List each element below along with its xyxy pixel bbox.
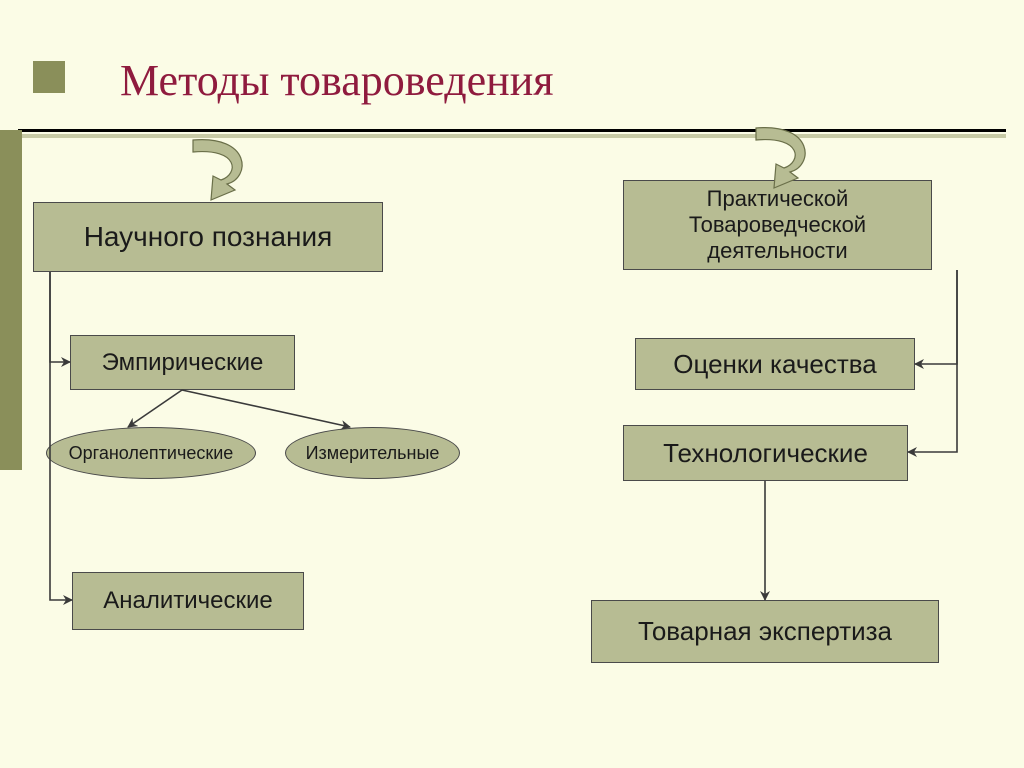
- node-label: ПрактическойТовароведческойдеятельности: [689, 186, 866, 264]
- node-organoleptic: Органолептические: [46, 427, 256, 479]
- node-label: Научного познания: [84, 221, 333, 253]
- node-label: Эмпирические: [102, 349, 264, 377]
- node-technological: Технологические: [623, 425, 908, 481]
- node-label: Товарная экспертиза: [638, 616, 892, 647]
- left-accent-bar: [0, 130, 22, 470]
- node-quality-assessment: Оценки качества: [635, 338, 915, 390]
- node-measurement: Измерительные: [285, 427, 460, 479]
- node-label: Аналитические: [103, 587, 273, 615]
- divider-main: [18, 129, 1006, 132]
- node-label: Органолептические: [69, 443, 234, 464]
- node-practical-activity: ПрактическойТовароведческойдеятельности: [623, 180, 932, 270]
- node-scientific-knowledge: Научного познания: [33, 202, 383, 272]
- node-commodity-expertise: Товарная экспертиза: [591, 600, 939, 663]
- node-label: Измерительные: [306, 443, 440, 464]
- node-label: Технологические: [663, 438, 868, 469]
- node-label: Оценки качества: [673, 349, 877, 380]
- divider-shadow: [18, 134, 1006, 138]
- node-empirical: Эмпирические: [70, 335, 295, 390]
- title-bullet: [33, 61, 65, 93]
- node-analytical: Аналитические: [72, 572, 304, 630]
- page-title: Методы товароведения: [120, 55, 554, 106]
